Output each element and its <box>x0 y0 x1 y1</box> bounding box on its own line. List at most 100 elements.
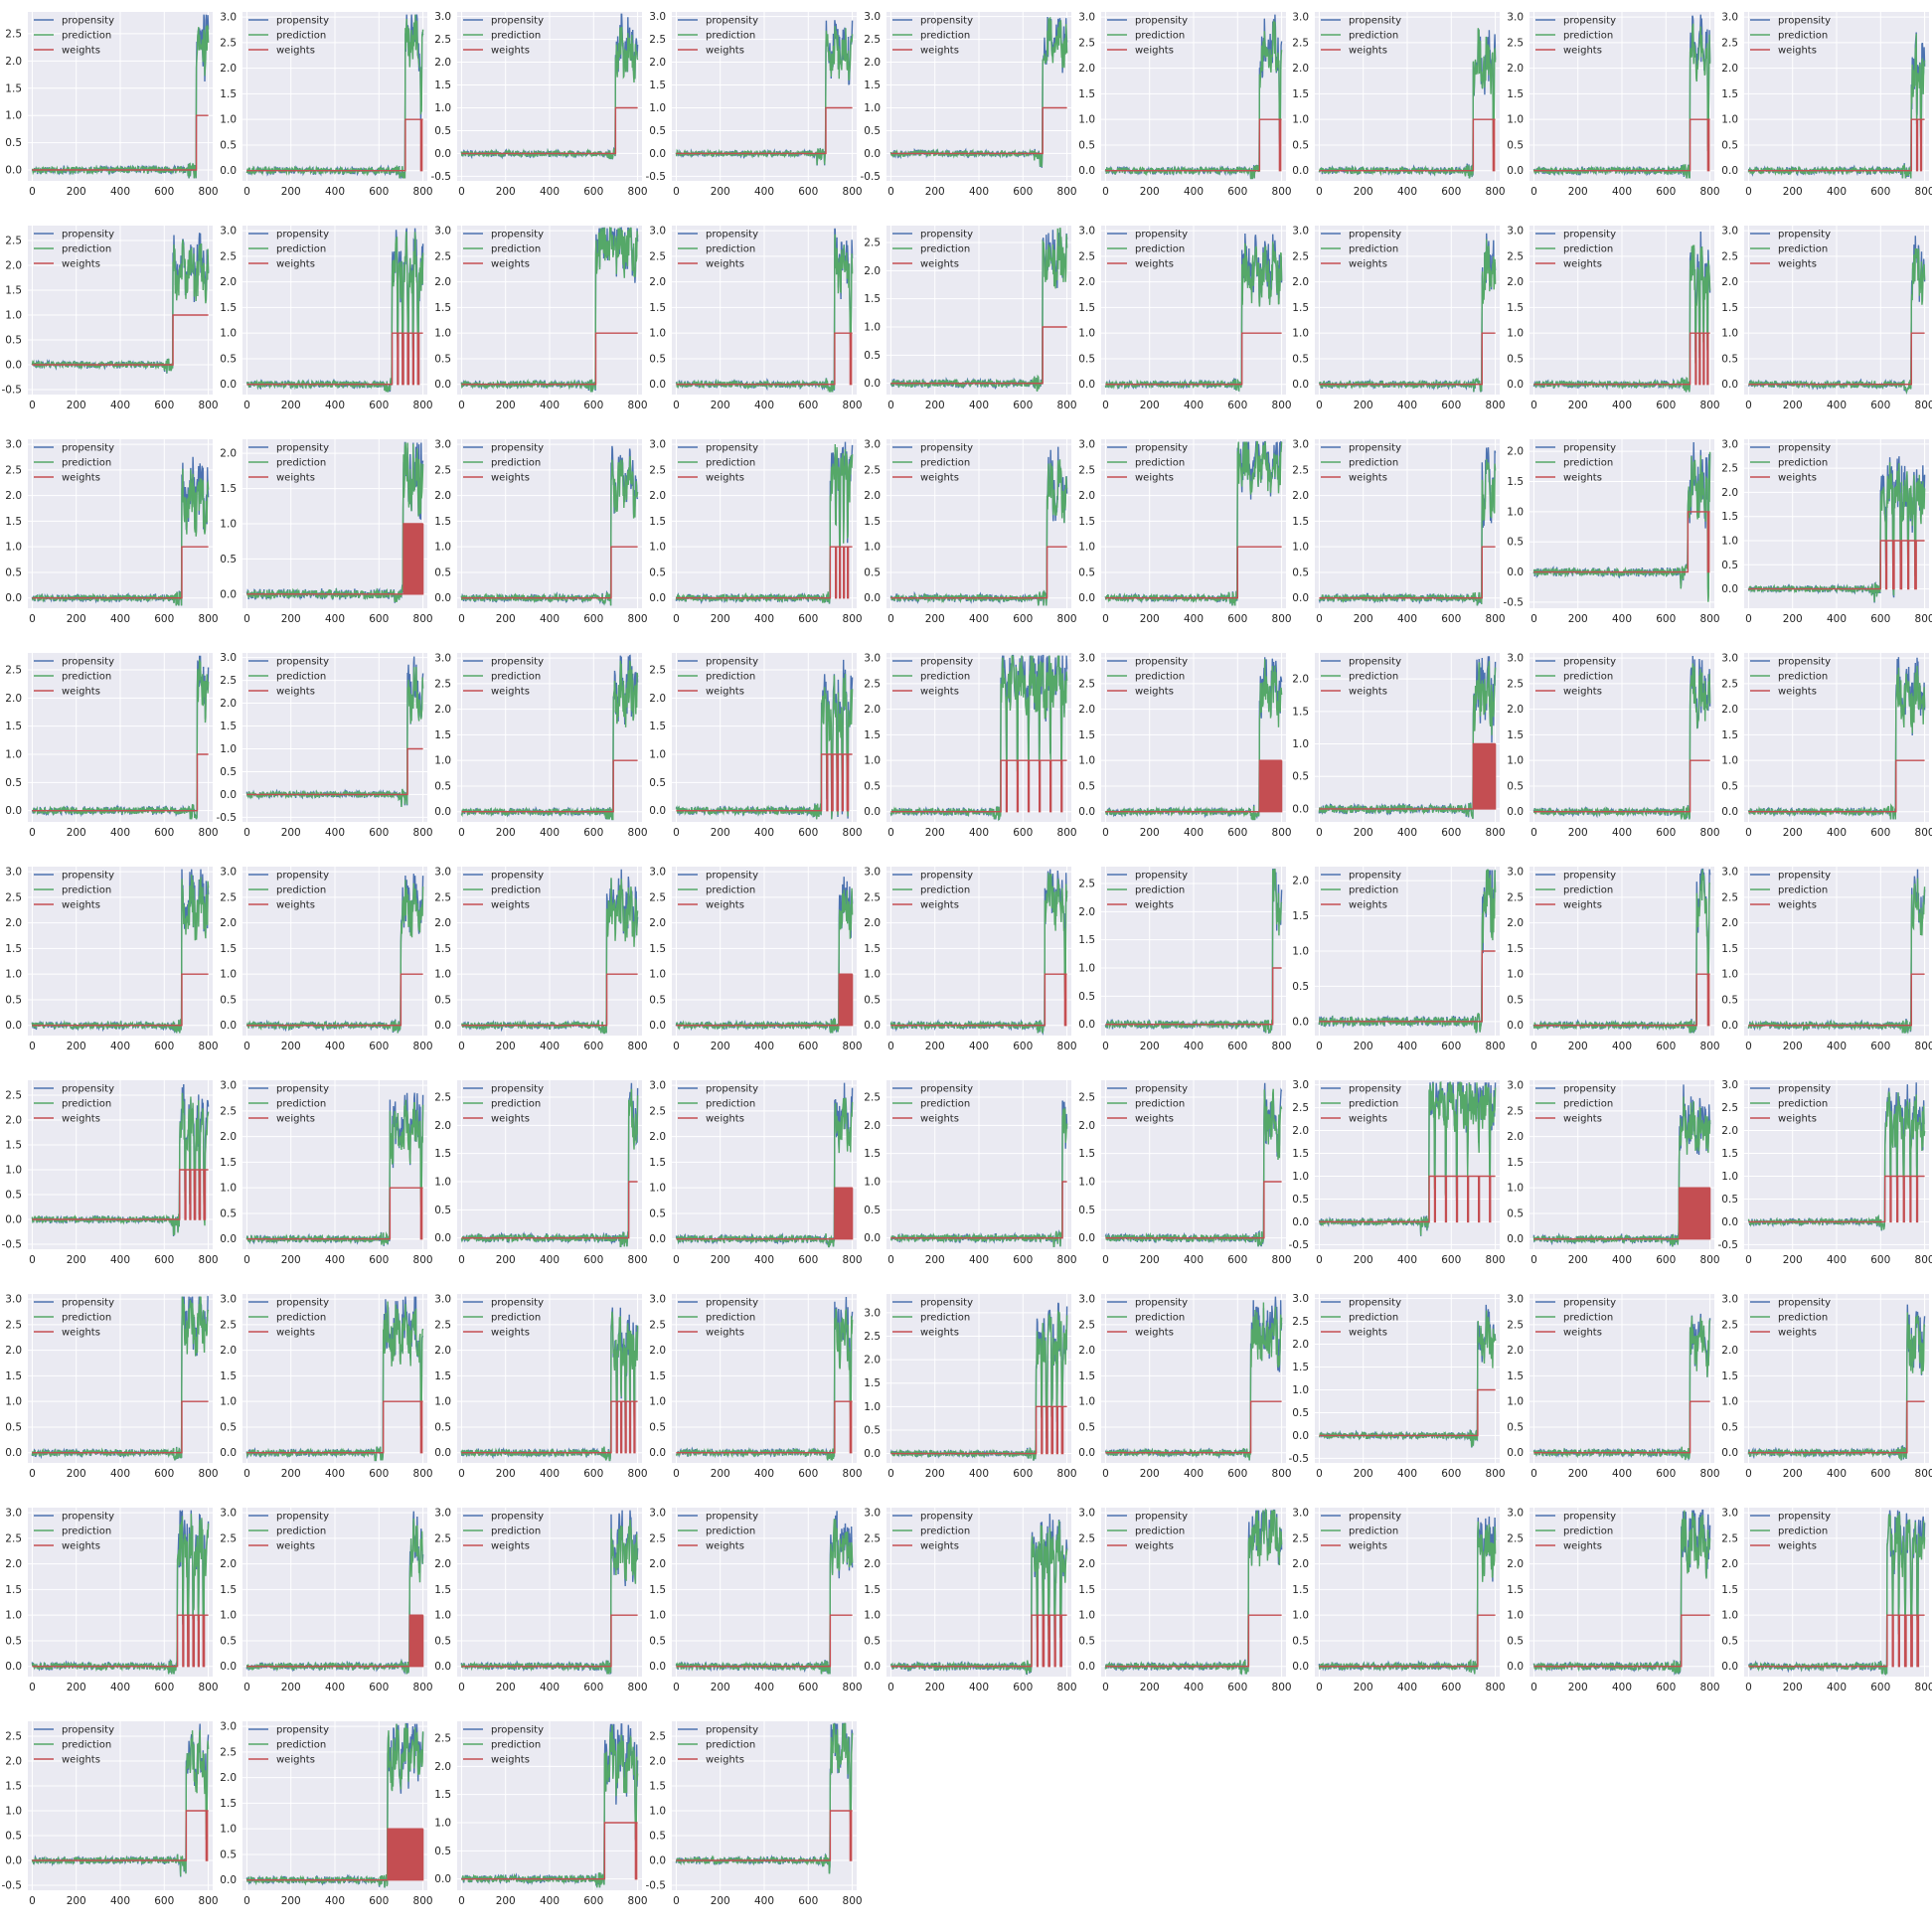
x-tick-label: 200 <box>925 400 945 411</box>
y-tick-label: 1.5 <box>1507 476 1524 488</box>
y-tick-label: 0.5 <box>1721 1194 1738 1206</box>
y-tick-label: 2.5 <box>5 464 22 476</box>
x-tick-label: 800 <box>1272 613 1292 625</box>
y-tick-label: 2.5 <box>1078 37 1095 49</box>
x-tick-label: 0 <box>1530 1041 1537 1052</box>
y-tick-label: 2.0 <box>1721 63 1738 75</box>
subplot-panel: 0 200 400 600 800 -0.5 0.0 0.5 1.0 1.5 2.0 2.5 3.0 pr… <box>636 8 865 207</box>
y-tick-label: 1.0 <box>1721 1171 1738 1183</box>
x-tick-label: 0 <box>887 1468 894 1480</box>
legend-label: prediction <box>706 886 755 896</box>
legend: propensity prediction weights <box>678 1725 758 1766</box>
legend-label: propensity <box>276 871 329 882</box>
subplot-panel: 0 200 400 600 800 -0.5 0.0 0.5 1.0 1.5 2.0 2.5 3.0 pr… <box>1279 1290 1508 1489</box>
y-tick-label: 2.5 <box>434 464 451 476</box>
y-tick-label: 0.0 <box>649 1661 666 1673</box>
x-tick-label: 0 <box>29 1041 36 1052</box>
y-tick-label: 1.0 <box>220 328 237 340</box>
legend-label: prediction <box>1135 31 1185 42</box>
y-tick-label: 0.0 <box>1507 1020 1524 1032</box>
weights-line <box>1319 1175 1496 1223</box>
y-tick-label: 1.0 <box>1078 1177 1095 1189</box>
legend: propensity prediction weights <box>1107 16 1188 57</box>
x-tick-label: 800 <box>1057 1041 1077 1052</box>
y-tick-label: 3.0 <box>1721 653 1738 665</box>
weights-line <box>676 546 853 599</box>
x-tick-label: 400 <box>969 1041 989 1052</box>
x-tick-label: 800 <box>1915 186 1932 198</box>
legend: propensity prediction weights <box>34 443 114 484</box>
y-tick-label: 0.5 <box>1507 994 1524 1006</box>
weights-line <box>32 1169 209 1220</box>
x-tick-label: 200 <box>925 827 945 839</box>
y-tick-label: 0.0 <box>1292 379 1309 391</box>
x-tick-label: 800 <box>1700 1682 1720 1693</box>
x-tick-label: 800 <box>1700 613 1720 625</box>
y-tick-label: 0.0 <box>649 805 666 817</box>
y-tick-label: 0.0 <box>5 1855 22 1867</box>
y-tick-label: 0.0 <box>220 1874 237 1886</box>
y-tick-label: 2.5 <box>220 1319 237 1331</box>
y-tick-label: 2.0 <box>1078 906 1095 918</box>
prediction-line <box>1104 242 1283 393</box>
legend: propensity prediction weights <box>1750 230 1831 270</box>
x-tick-label: 600 <box>583 1468 603 1480</box>
y-tick-label: 2.0 <box>1507 63 1524 75</box>
x-tick-label: 0 <box>1316 1682 1323 1693</box>
legend: propensity prediction weights <box>892 16 973 57</box>
legend: propensity prediction weights <box>1321 443 1401 484</box>
y-tick-label: 0.5 <box>434 780 451 792</box>
y-tick-label: 0.5 <box>649 1831 666 1843</box>
y-tick-label: 1.5 <box>220 1584 237 1596</box>
y-tick-label: 1.5 <box>434 1584 451 1596</box>
legend: propensity prediction weights <box>1535 1084 1616 1125</box>
legend-label: propensity <box>62 1298 114 1309</box>
y-tick-label: 0.0 <box>649 379 666 391</box>
prediction-line <box>245 667 424 808</box>
y-tick-label: 2.0 <box>220 448 237 460</box>
x-tick-label: 800 <box>1272 827 1292 839</box>
x-tick-label: 0 <box>1530 1254 1537 1266</box>
legend-label: propensity <box>1778 443 1831 454</box>
legend-label: propensity <box>706 657 758 668</box>
y-tick-label: 1.0 <box>864 1610 881 1622</box>
y-tick-label: 0.0 <box>5 1020 22 1032</box>
y-tick-label: 3.0 <box>864 653 881 665</box>
y-tick-label: 2.0 <box>864 704 881 716</box>
x-tick-label: 600 <box>798 400 818 411</box>
legend-label: prediction <box>1349 672 1398 683</box>
legend-label: weights <box>1349 259 1387 270</box>
legend-label: prediction <box>62 31 111 42</box>
y-tick-label: 2.0 <box>1721 917 1738 929</box>
x-tick-label: 600 <box>154 1682 174 1693</box>
legend-label: propensity <box>920 230 973 241</box>
y-tick-label: 3.0 <box>434 11 451 23</box>
y-tick-label: 2.5 <box>220 250 237 262</box>
x-tick-label: 0 <box>458 1468 465 1480</box>
x-tick-label: 400 <box>110 1254 130 1266</box>
x-tick-label: 200 <box>1783 1041 1803 1052</box>
y-tick-label: 2.5 <box>5 1090 22 1102</box>
x-tick-label: 0 <box>1316 1254 1323 1266</box>
legend: propensity prediction weights <box>248 1084 329 1125</box>
x-tick-label: 600 <box>583 613 603 625</box>
x-tick-label: 600 <box>154 1041 174 1052</box>
y-tick-label: 0.5 <box>864 994 881 1006</box>
legend-label: weights <box>491 900 530 911</box>
x-tick-label: 600 <box>154 400 174 411</box>
y-tick-label: -0.5 <box>1289 1453 1310 1465</box>
x-tick-label: 400 <box>1397 1041 1417 1052</box>
y-tick-label: 2.0 <box>1507 1131 1524 1143</box>
legend-label: weights <box>1778 1541 1817 1552</box>
x-tick-label: 800 <box>1057 186 1077 198</box>
y-tick-label: 1.5 <box>1078 88 1095 100</box>
weights-line <box>890 759 1067 813</box>
legend-label: prediction <box>706 1313 755 1324</box>
y-tick-label: -0.5 <box>1718 1239 1739 1251</box>
legend-label: prediction <box>920 672 970 683</box>
x-tick-label: 0 <box>243 827 250 839</box>
subplot-panel: 0 200 400 600 800 0.0 0.5 1.0 1.5 2.0 2.5 3.0 propen… <box>851 649 1079 848</box>
legend-label: propensity <box>1349 1298 1401 1309</box>
y-tick-label: 0.0 <box>1292 592 1309 604</box>
